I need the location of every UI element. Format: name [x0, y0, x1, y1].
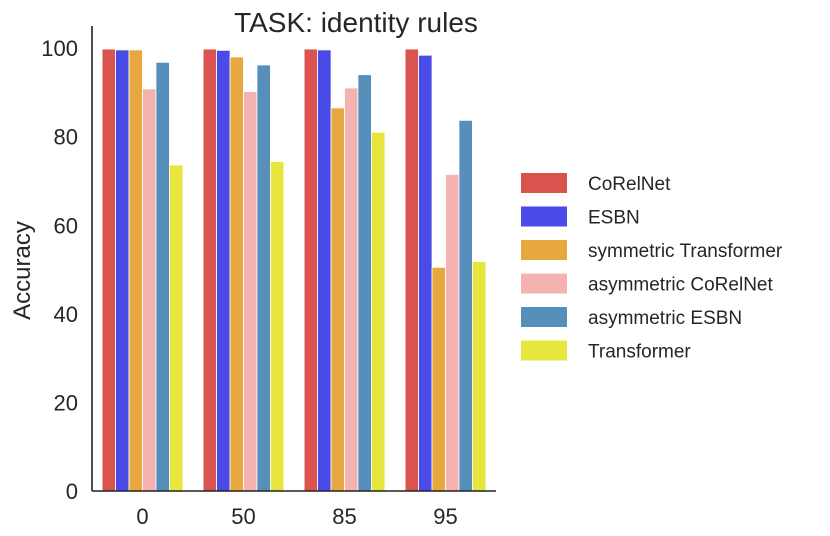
bar-esbn-95 — [418, 54, 433, 492]
legend-swatch-corelnet — [521, 173, 567, 193]
x-tick-labels: 0 50 85 95 — [136, 504, 457, 529]
bar-symmetric-transformer-85 — [330, 107, 345, 492]
legend-label: asymmetric CoRelNet — [588, 275, 773, 296]
x-tick-label: 50 — [231, 504, 255, 529]
legend-label: asymmetric ESBN — [588, 308, 742, 329]
bar-asymmetric-corelnet-50 — [243, 91, 258, 492]
bar-asymmetric-corelnet-85 — [344, 87, 359, 492]
bar-esbn-50 — [216, 49, 231, 492]
x-tick-label: 85 — [332, 504, 356, 529]
bar-esbn-85 — [317, 49, 332, 492]
x-tick-label: 0 — [136, 504, 148, 529]
legend-swatch-asymmetric-esbn — [521, 307, 567, 327]
bar-corelnet-50 — [202, 48, 217, 492]
bar-symmetric-transformer-0 — [128, 49, 143, 492]
bar-esbn-0 — [115, 49, 130, 492]
bar-transformer-0 — [169, 164, 184, 492]
x-tick-label: 95 — [433, 504, 457, 529]
y-tick-labels: 0 20 40 60 80 100 — [41, 36, 78, 504]
legend-swatch-esbn — [521, 206, 567, 227]
legend-swatch-transformer — [521, 340, 567, 361]
legend-label: symmetric Transformer — [588, 241, 783, 262]
bars-layer — [101, 48, 487, 492]
bar-asymmetric-esbn-85 — [357, 74, 372, 492]
bar-transformer-50 — [270, 161, 285, 492]
legend-swatch-asymmetric-corelnet — [521, 273, 567, 294]
bar-asymmetric-esbn-50 — [256, 64, 271, 492]
bar-transformer-85 — [371, 131, 386, 492]
y-tick-label: 0 — [66, 479, 78, 504]
y-tick-label: 100 — [41, 36, 78, 61]
y-tick-label: 40 — [54, 302, 78, 327]
y-tick-label: 20 — [54, 390, 78, 415]
bar-corelnet-0 — [101, 48, 116, 492]
legend-label: ESBN — [588, 208, 640, 229]
bar-asymmetric-corelnet-95 — [445, 173, 460, 492]
y-tick-label: 60 — [54, 213, 78, 238]
bar-symmetric-transformer-50 — [229, 56, 244, 492]
y-tick-label: 80 — [54, 125, 78, 150]
bar-asymmetric-corelnet-0 — [142, 88, 157, 492]
legend-label: Transformer — [588, 342, 691, 363]
chart-title: TASK: identity rules — [234, 7, 478, 38]
bar-corelnet-95 — [404, 48, 419, 492]
legend: CoRelNet ESBN symmetric Transformer asymmet… — [521, 173, 783, 363]
legend-swatch-symmetric-transformer — [521, 240, 567, 260]
y-axis-title: Accuracy — [9, 221, 36, 320]
bar-symmetric-transformer-95 — [431, 266, 446, 492]
bar-transformer-95 — [472, 261, 487, 492]
bar-corelnet-85 — [303, 48, 318, 492]
bar-asymmetric-esbn-95 — [458, 119, 473, 492]
bar-asymmetric-esbn-0 — [155, 61, 170, 492]
legend-label: CoRelNet — [588, 174, 671, 195]
